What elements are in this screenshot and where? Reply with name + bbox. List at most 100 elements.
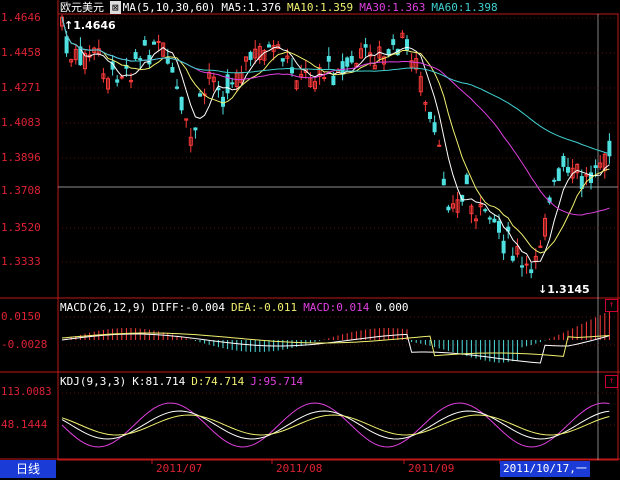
candle-body (248, 51, 253, 60)
candle-body (455, 199, 460, 213)
candle-body (556, 168, 561, 181)
ma60-line (61, 17, 610, 155)
candle-body (290, 67, 294, 74)
candle-body (193, 127, 198, 131)
period-tab-daily[interactable]: 日线 (0, 460, 56, 478)
candle-body (115, 79, 120, 83)
candle-body (313, 81, 317, 90)
kdj-tick: 113.0083 (1, 386, 52, 398)
max-price-label: ↑1.4646 (64, 19, 116, 32)
candle-body (400, 32, 405, 39)
candle-body (566, 166, 570, 173)
candle-body (460, 195, 465, 202)
candle-body (326, 55, 331, 62)
candle-body (257, 45, 262, 61)
candle-body (414, 58, 419, 70)
ma10-value: MA10:1.359 (286, 1, 354, 14)
candle-body (129, 79, 133, 83)
candle-body (225, 74, 230, 94)
diff-line (61, 333, 610, 364)
candle-body (497, 220, 501, 233)
candle-body (276, 44, 281, 49)
min-price-value: 1.3145 (547, 283, 590, 296)
candle-body (165, 56, 170, 64)
candle-body (391, 39, 396, 45)
candle-body (432, 122, 437, 133)
candle-body (175, 86, 179, 89)
candle-body (349, 55, 354, 63)
macd-tick: -0.0028 (1, 338, 48, 351)
cursor-date-label: 2011/10/17,一 (500, 461, 590, 477)
date-label: 2011/07 (156, 462, 203, 475)
kdj-expand-icon[interactable]: ↑ (605, 375, 618, 388)
candle-body (451, 203, 455, 209)
macd-value: MACD:0.014 (303, 301, 370, 314)
j-value: J:95.714 (250, 375, 304, 388)
price-tick: 1.3896 (1, 151, 41, 164)
candle-body (184, 118, 189, 121)
price-tick: 1.3333 (1, 255, 41, 268)
candle-body (119, 76, 124, 79)
kdj-label: KDJ(9,3,3) (60, 375, 127, 388)
candle-body (520, 265, 524, 268)
candle-body (510, 255, 515, 261)
candle-body (133, 52, 138, 60)
candle-body (211, 76, 216, 83)
candle-body (418, 76, 423, 93)
ma30-value: MA30:1.363 (359, 1, 426, 14)
candle-body (69, 58, 74, 63)
candle-body (474, 218, 478, 222)
date-label: 2011/09 (408, 462, 455, 475)
candle-body (188, 136, 193, 146)
price-tick: 1.3520 (1, 221, 41, 234)
candle-body (409, 60, 414, 68)
candle-body (253, 48, 258, 59)
candle-body (156, 40, 161, 43)
candle-body (538, 245, 543, 248)
macd-expand-icon[interactable]: ↑ (605, 299, 618, 312)
candle-body (405, 39, 409, 51)
candle-body (83, 52, 87, 70)
candle-body (152, 41, 156, 45)
candle-body (161, 42, 166, 57)
ma5-line (61, 17, 610, 263)
ma-label: MA(5,10,30,60) (122, 1, 216, 14)
macd-extra-value: 0.000 (375, 301, 409, 314)
candle-body (198, 93, 202, 97)
d-value: D:74.714 (191, 375, 245, 388)
ma60-value: MA60:1.398 (431, 1, 498, 14)
candle-body (101, 73, 106, 80)
candle-body (561, 156, 566, 167)
macd-header: MACD(26,12,9) DIFF:-0.004 DEA:-0.011 MACD:0… (60, 301, 415, 315)
kdj-k-line (61, 410, 610, 440)
candle-body (552, 179, 557, 182)
candle-body (262, 50, 267, 61)
candle-body (285, 55, 290, 59)
candle-body (64, 36, 69, 54)
candle-body (244, 56, 248, 62)
candle-body (78, 46, 83, 66)
min-price-label: ↓1.3145 (538, 283, 590, 296)
candle-body (340, 61, 345, 75)
candle-body (280, 58, 285, 62)
candle-body (543, 217, 547, 237)
price-tick: 1.4083 (1, 116, 41, 129)
price-tick: 1.4458 (1, 46, 41, 59)
candle-body (221, 96, 225, 107)
dea-line (61, 332, 610, 357)
diff-value: DIFF:-0.004 (152, 301, 225, 314)
indicator-icon[interactable]: ⊠ (110, 1, 121, 14)
price-tick: 1.4271 (1, 81, 41, 94)
candle-body (322, 77, 327, 80)
kdj-tick: 48.1444 (1, 418, 48, 431)
kdj-j-line (61, 402, 610, 448)
candle-body (607, 140, 612, 157)
candle-body (331, 75, 336, 86)
max-price-value: 1.4646 (73, 19, 116, 32)
candle-body (598, 162, 603, 168)
candle-body (179, 96, 184, 111)
macd-label: MACD(26,12,9) (60, 301, 147, 314)
candle-body (386, 49, 391, 55)
candle-body (437, 144, 442, 147)
